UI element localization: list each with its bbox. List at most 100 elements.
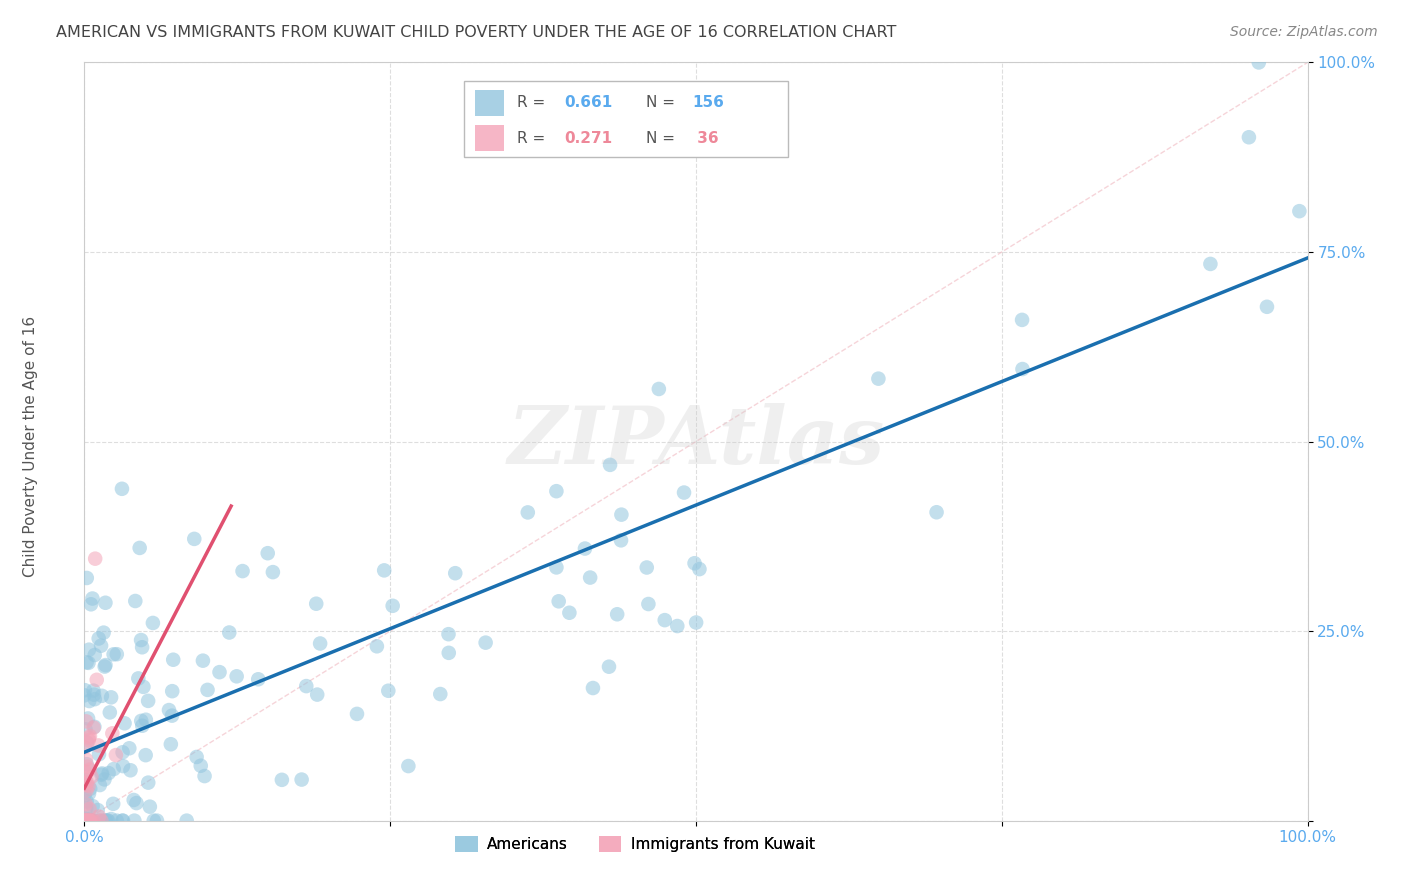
Point (79, 763, 101, 777)
Point (131, 640, 153, 655)
Point (76, 814, 98, 828)
Point (73, 689, 96, 703)
Text: 156: 156 (692, 95, 724, 110)
Point (146, 814, 169, 828)
FancyBboxPatch shape (475, 90, 503, 116)
Point (558, 606, 581, 620)
Point (93, 659, 115, 673)
Point (82, 683, 104, 698)
Point (77, 733, 100, 747)
Point (94, 814, 117, 828)
Point (76, 775, 98, 789)
Point (118, 741, 141, 756)
Point (103, 797, 125, 811)
Point (80, 814, 103, 828)
Point (637, 597, 659, 611)
Point (547, 594, 569, 608)
Point (125, 796, 148, 810)
Point (73, 788, 96, 802)
Point (103, 762, 125, 776)
Point (79, 814, 101, 828)
Point (131, 719, 153, 733)
Point (114, 716, 136, 731)
Point (87, 632, 110, 646)
Point (666, 619, 689, 633)
Point (346, 706, 368, 721)
Point (75, 723, 97, 737)
FancyBboxPatch shape (475, 126, 503, 151)
Point (73, 814, 96, 828)
Point (111, 745, 134, 759)
Point (546, 560, 568, 574)
Point (104, 748, 127, 763)
Point (437, 627, 460, 641)
Point (84, 551, 107, 566)
Text: Source: ZipAtlas.com: Source: ZipAtlas.com (1230, 25, 1378, 39)
Point (232, 564, 254, 578)
Point (76, 760, 98, 774)
Point (124, 814, 146, 828)
Point (160, 708, 183, 723)
Point (437, 646, 460, 660)
Point (77, 694, 100, 708)
Text: N =: N = (645, 95, 679, 110)
Point (77, 711, 100, 725)
Point (75, 714, 97, 729)
Point (673, 485, 696, 500)
Point (377, 683, 399, 698)
Point (516, 505, 538, 519)
Point (120, 764, 142, 778)
Point (295, 679, 318, 693)
Point (373, 563, 395, 577)
Point (75, 814, 97, 828)
Point (688, 562, 710, 576)
Point (90, 639, 112, 653)
Point (135, 713, 157, 727)
Point (91, 766, 114, 780)
Point (247, 673, 270, 687)
Point (76, 736, 98, 750)
Point (80, 770, 103, 784)
Text: N =: N = (645, 131, 679, 145)
Point (87, 747, 110, 762)
Point (183, 532, 205, 546)
Point (87, 814, 110, 828)
Point (75, 814, 97, 828)
Point (77, 656, 100, 670)
Point (685, 615, 707, 630)
Point (305, 597, 328, 611)
Point (124, 594, 146, 608)
Point (136, 775, 159, 789)
Point (77, 779, 100, 793)
Point (160, 684, 183, 698)
Point (76, 571, 98, 585)
Text: 36: 36 (692, 131, 718, 145)
Point (582, 681, 605, 695)
Point (79, 814, 101, 828)
Point (87, 739, 110, 753)
Point (90, 689, 112, 703)
Point (93, 625, 115, 640)
Point (76, 814, 98, 828)
Point (90, 814, 112, 828)
Point (1199, 257, 1222, 271)
Point (256, 546, 278, 560)
Point (157, 703, 180, 717)
Point (654, 613, 676, 627)
Point (75, 812, 97, 826)
Point (96, 814, 118, 828)
Text: Child Poverty Under the Age of 16: Child Poverty Under the Age of 16 (24, 316, 38, 576)
Point (77, 813, 100, 827)
Point (75, 779, 97, 793)
Point (76, 757, 98, 772)
Point (190, 758, 212, 772)
Point (75, 772, 97, 787)
Point (129, 714, 152, 728)
Point (97, 814, 120, 828)
Point (75, 801, 97, 815)
Point (80, 814, 103, 828)
Point (579, 570, 602, 584)
Point (129, 633, 152, 648)
Point (270, 772, 292, 787)
Point (82, 799, 104, 814)
